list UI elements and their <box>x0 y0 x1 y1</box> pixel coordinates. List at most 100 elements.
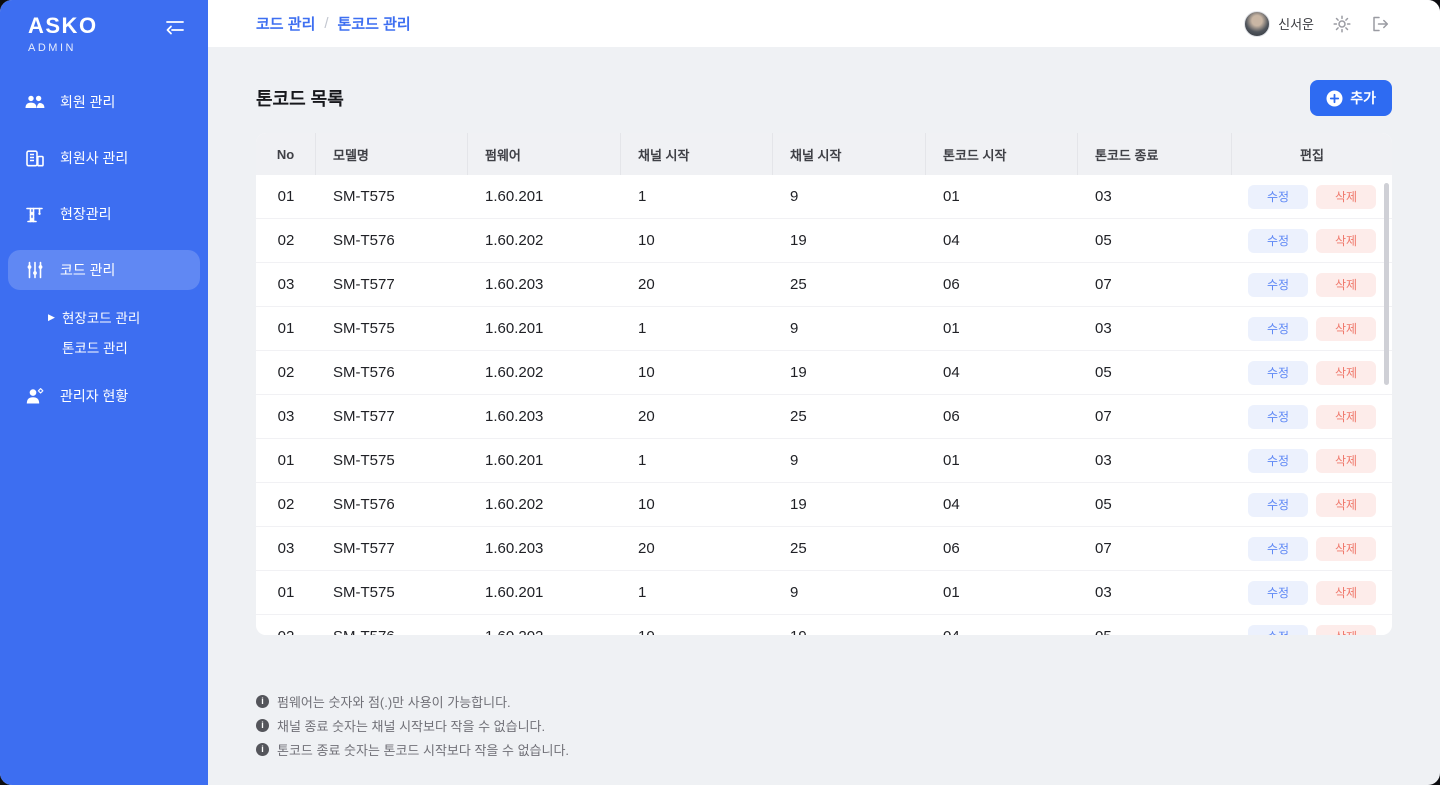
sidebar-item-label: 회원사 관리 <box>60 150 129 166</box>
cell-channel-start: 10 <box>621 615 773 635</box>
edit-button[interactable]: 수정 <box>1248 536 1308 561</box>
note-line: i 채널 종료 숫자는 채널 시작보다 작을 수 없습니다. <box>256 713 1392 737</box>
breadcrumb-current[interactable]: 톤코드 관리 <box>337 16 411 33</box>
cell-no: 02 <box>277 232 295 249</box>
cell-no: 01 <box>277 320 295 337</box>
delete-button[interactable]: 삭제 <box>1316 404 1376 429</box>
cell-tonecode-start: 06 <box>943 276 960 293</box>
cell-tonecode-start: 04 <box>943 232 960 249</box>
topbar: 코드 관리 / 톤코드 관리 신서운 <box>208 0 1440 47</box>
cell-channel-start: 20 <box>638 540 655 557</box>
cell-tonecode-end: 03 <box>1095 188 1112 205</box>
cell-model: SM-T577 <box>333 408 395 425</box>
cell-model: SM-T575 <box>333 584 395 601</box>
company-icon <box>24 149 46 167</box>
cell-channel-start: 10 <box>638 364 655 381</box>
sidebar-item-label: 코드 관리 <box>60 262 116 278</box>
delete-button[interactable]: 삭제 <box>1316 624 1376 635</box>
edit-button[interactable]: 수정 <box>1248 404 1308 429</box>
avatar[interactable] <box>1244 10 1271 37</box>
table-row: 02 SM-T576 1.60.202 10 19 04 05 수정 삭제 <box>256 615 1392 635</box>
cell-firmware: 1.60.202 <box>468 615 621 635</box>
cell-tonecode-end: 07 <box>1095 540 1112 557</box>
cell-no: 01 <box>277 584 295 601</box>
main-content: 톤코드 목록 추가 No 모델명 펌웨어 채널 시작 채널 시작 톤코드 시작 <box>208 47 1440 785</box>
notes-section: i 펌웨어는 숫자와 점(.)만 사용이 가능합니다. i 채널 종료 숫자는 … <box>256 689 1392 761</box>
edit-button[interactable]: 수정 <box>1248 228 1308 253</box>
edit-button[interactable]: 수정 <box>1248 580 1308 605</box>
sidebar-collapse-icon[interactable] <box>164 16 186 38</box>
table-row: 03 SM-T577 1.60.203 20 25 06 07 수정 삭제 <box>256 263 1392 307</box>
cell-channel-start: 20 <box>638 276 655 293</box>
delete-button[interactable]: 삭제 <box>1316 316 1376 341</box>
table-header-row: No 모델명 펌웨어 채널 시작 채널 시작 톤코드 시작 톤코드 종료 편집 <box>256 133 1392 175</box>
page-title: 톤코드 목록 <box>256 89 344 109</box>
edit-button[interactable]: 수정 <box>1248 272 1308 297</box>
column-header-tonecode-start: 톤코드 시작 <box>926 133 1078 175</box>
note-line: i 톤코드 종료 숫자는 톤코드 시작보다 작을 수 없습니다. <box>256 737 1392 761</box>
table-body: 01 SM-T575 1.60.201 1 9 01 03 수정 삭제 02 S… <box>256 175 1392 635</box>
sidebar-item-sites[interactable]: 현장관리 <box>8 194 200 234</box>
sidebar-subitem-site-codes[interactable]: ▶ 현장코드 관리 <box>8 302 200 332</box>
user-chip[interactable]: 신서운 <box>1244 10 1314 37</box>
sidebar-item-code-management[interactable]: 코드 관리 <box>8 250 200 290</box>
sidebar-item-label: 회원 관리 <box>60 94 116 110</box>
delete-button[interactable]: 삭제 <box>1316 184 1376 209</box>
cell-channel-start-2: 19 <box>790 496 807 513</box>
edit-button[interactable]: 수정 <box>1248 316 1308 341</box>
cell-no: 02 <box>256 615 316 635</box>
delete-button[interactable]: 삭제 <box>1316 580 1376 605</box>
logout-icon[interactable] <box>1370 14 1390 34</box>
add-button[interactable]: 추가 <box>1310 80 1392 116</box>
note-line: i 펌웨어는 숫자와 점(.)만 사용이 가능합니다. <box>256 689 1392 713</box>
breadcrumb-parent[interactable]: 코드 관리 <box>256 16 316 33</box>
cell-tonecode-end: 07 <box>1095 276 1112 293</box>
cell-tonecode-start: 04 <box>943 364 960 381</box>
column-header-no: No <box>256 133 316 175</box>
logo-block: ASKO ADMIN <box>0 0 208 82</box>
delete-button[interactable]: 삭제 <box>1316 228 1376 253</box>
sidebar-item-member-companies[interactable]: 회원사 관리 <box>8 138 200 178</box>
cell-model: SM-T577 <box>333 276 395 293</box>
code-management-submenu: ▶ 현장코드 관리 톤코드 관리 <box>8 302 200 362</box>
cell-tonecode-start: 01 <box>943 584 960 601</box>
table-row: 01 SM-T575 1.60.201 1 9 01 03 수정 삭제 <box>256 571 1392 615</box>
delete-button[interactable]: 삭제 <box>1316 536 1376 561</box>
cell-firmware: 1.60.203 <box>485 408 544 425</box>
edit-button[interactable]: 수정 <box>1248 360 1308 385</box>
cell-tonecode-start: 04 <box>943 496 960 513</box>
user-name: 신서운 <box>1278 17 1314 32</box>
sidebar-item-admin-status[interactable]: 관리자 현황 <box>8 376 200 416</box>
cell-tonecode-start: 04 <box>926 615 1078 635</box>
edit-button[interactable]: 수정 <box>1248 184 1308 209</box>
cell-channel-start-2: 19 <box>773 615 926 635</box>
info-icon: i <box>256 742 269 756</box>
admin-icon <box>24 387 46 405</box>
edit-button[interactable]: 수정 <box>1248 624 1308 635</box>
cell-edit: 수정 삭제 <box>1232 615 1392 635</box>
settings-gear-icon[interactable] <box>1332 14 1352 34</box>
cell-model: SM-T576 <box>333 364 395 381</box>
cell-channel-start: 1 <box>638 452 647 469</box>
delete-button[interactable]: 삭제 <box>1316 272 1376 297</box>
cell-edit: 수정 삭제 <box>1232 351 1392 394</box>
cell-firmware: 1.60.203 <box>485 276 544 293</box>
cell-channel-start: 1 <box>638 320 647 337</box>
tone-code-table: No 모델명 펌웨어 채널 시작 채널 시작 톤코드 시작 톤코드 종료 편집 … <box>256 133 1392 635</box>
delete-button[interactable]: 삭제 <box>1316 360 1376 385</box>
edit-button[interactable]: 수정 <box>1248 448 1308 473</box>
breadcrumb: 코드 관리 / 톤코드 관리 <box>256 13 411 34</box>
cell-no: 02 <box>277 364 295 381</box>
column-header-tonecode-end: 톤코드 종료 <box>1078 133 1232 175</box>
cell-firmware: 1.60.201 <box>485 320 544 337</box>
cell-no: 01 <box>277 188 295 205</box>
brand-sub-label: ADMIN <box>28 42 76 54</box>
table-scrollbar[interactable] <box>1384 183 1389 385</box>
sidebar-item-members[interactable]: 회원 관리 <box>8 82 200 122</box>
delete-button[interactable]: 삭제 <box>1316 492 1376 517</box>
edit-button[interactable]: 수정 <box>1248 492 1308 517</box>
delete-button[interactable]: 삭제 <box>1316 448 1376 473</box>
sidebar-subitem-tone-codes[interactable]: 톤코드 관리 <box>8 332 200 362</box>
cell-edit: 수정 삭제 <box>1232 395 1392 438</box>
